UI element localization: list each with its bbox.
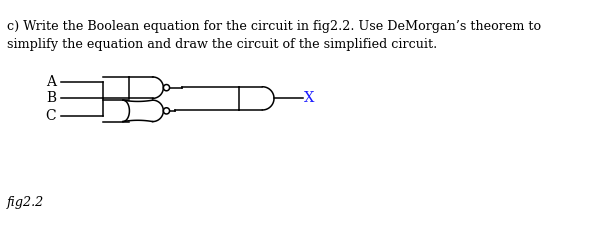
Text: A: A	[46, 75, 56, 89]
Text: fig2.2: fig2.2	[7, 196, 44, 209]
Text: B: B	[46, 91, 56, 105]
Circle shape	[163, 84, 169, 91]
Circle shape	[163, 108, 169, 114]
Text: C: C	[45, 109, 56, 123]
Text: c) Write the Boolean equation for the circuit in fig2.2. Use DeMorgan’s theorem : c) Write the Boolean equation for the ci…	[7, 20, 542, 51]
Text: X: X	[305, 91, 315, 105]
